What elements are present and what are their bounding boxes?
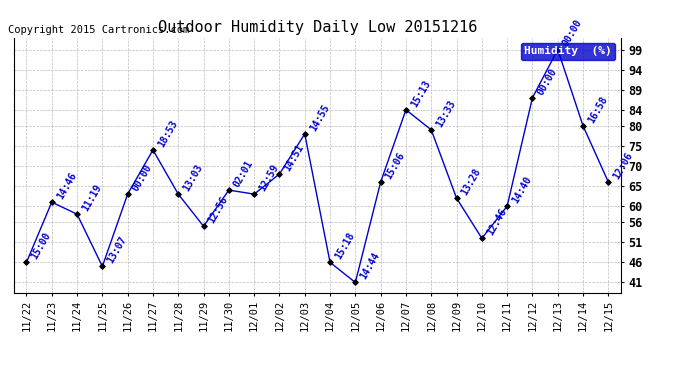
Text: 14:55: 14:55 bbox=[308, 102, 331, 133]
Text: 11:19: 11:19 bbox=[80, 183, 104, 213]
Text: 12:59: 12:59 bbox=[257, 162, 281, 193]
Point bbox=[274, 171, 285, 177]
Text: 13:28: 13:28 bbox=[460, 166, 483, 197]
Point bbox=[400, 107, 411, 113]
Point bbox=[299, 131, 310, 137]
Text: 12:46: 12:46 bbox=[485, 207, 509, 237]
Point bbox=[198, 223, 209, 229]
Text: 00:00: 00:00 bbox=[130, 162, 154, 193]
Point bbox=[122, 191, 133, 197]
Point bbox=[172, 191, 184, 197]
Title: Outdoor Humidity Daily Low 20151216: Outdoor Humidity Daily Low 20151216 bbox=[158, 20, 477, 35]
Point bbox=[72, 211, 83, 217]
Text: 16:58: 16:58 bbox=[586, 94, 609, 124]
Text: 12:56: 12:56 bbox=[206, 195, 230, 225]
Point bbox=[426, 127, 437, 133]
Point bbox=[578, 123, 589, 129]
Text: 15:13: 15:13 bbox=[409, 78, 433, 109]
Text: 14:44: 14:44 bbox=[358, 251, 382, 281]
Legend: Humidity  (%): Humidity (%) bbox=[521, 43, 615, 60]
Point bbox=[46, 199, 57, 205]
Point bbox=[21, 260, 32, 266]
Point bbox=[97, 263, 108, 269]
Point bbox=[350, 279, 361, 285]
Text: 15:00: 15:00 bbox=[30, 231, 53, 261]
Point bbox=[148, 147, 159, 153]
Text: 14:46: 14:46 bbox=[55, 171, 78, 201]
Text: 15:18: 15:18 bbox=[333, 231, 357, 261]
Text: 14:51: 14:51 bbox=[282, 142, 306, 173]
Point bbox=[224, 187, 235, 193]
Point bbox=[527, 95, 538, 101]
Text: 13:33: 13:33 bbox=[434, 98, 457, 129]
Text: 02:01: 02:01 bbox=[232, 159, 255, 189]
Point bbox=[324, 260, 335, 266]
Text: 15:06: 15:06 bbox=[384, 150, 407, 181]
Text: 13:07: 13:07 bbox=[106, 235, 129, 265]
Text: Copyright 2015 Cartronics.com: Copyright 2015 Cartronics.com bbox=[8, 25, 189, 35]
Text: 13:03: 13:03 bbox=[181, 162, 205, 193]
Point bbox=[552, 46, 563, 53]
Text: 00:00: 00:00 bbox=[535, 66, 559, 96]
Point bbox=[476, 235, 487, 241]
Point bbox=[451, 195, 462, 201]
Point bbox=[502, 203, 513, 209]
Text: 00:00: 00:00 bbox=[561, 18, 584, 48]
Point bbox=[248, 191, 259, 197]
Text: 18:53: 18:53 bbox=[156, 118, 179, 149]
Text: 12:06: 12:06 bbox=[611, 150, 635, 181]
Point bbox=[603, 179, 614, 185]
Text: 14:40: 14:40 bbox=[510, 174, 533, 205]
Point bbox=[375, 179, 386, 185]
